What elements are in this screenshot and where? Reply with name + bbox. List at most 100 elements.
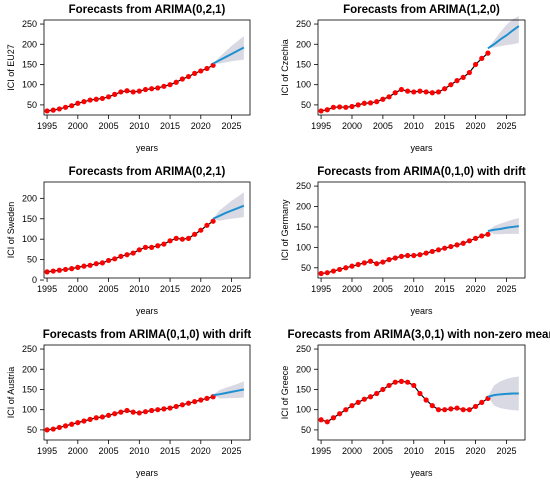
observed-point (179, 236, 185, 242)
observed-point (472, 61, 479, 68)
observed-point (105, 412, 112, 418)
observed-point (442, 245, 448, 251)
observed-point (466, 238, 472, 244)
forecast-mean-line (487, 25, 520, 50)
y-tick-label: 200 (296, 364, 311, 374)
observed-point (374, 261, 380, 267)
observed-point (435, 247, 442, 253)
observed-point (318, 417, 324, 423)
observed-point (142, 409, 149, 415)
x-tick-label: 2020 (466, 446, 486, 456)
x-tick-label: 2015 (435, 284, 455, 294)
y-tick-label: 150 (296, 59, 311, 69)
panel-title: Forecasts from ARIMA(0,2,1) (69, 166, 226, 178)
observed-point (149, 407, 155, 414)
y-tick-label: 200 (22, 364, 37, 374)
observed-point (44, 269, 50, 275)
observed-point (454, 78, 460, 84)
observed-series-line (320, 380, 489, 423)
observed-point (404, 252, 411, 259)
panel-title: Forecasts from ARIMA(0,1,0) with drift (317, 166, 526, 178)
observed-point (460, 74, 466, 81)
observed-point (423, 397, 429, 403)
y-tick-label: 50 (27, 255, 37, 265)
observed-point (485, 231, 491, 237)
y-axis-label: ICI of Germany (280, 199, 290, 261)
observed-point (435, 407, 442, 413)
plot-frame (317, 19, 526, 116)
observed-point (62, 266, 69, 273)
observed-point (155, 243, 161, 249)
x-tick-label: 2000 (342, 446, 362, 456)
observed-point (349, 103, 355, 110)
x-tick-label: 2025 (222, 121, 242, 131)
observed-point (330, 104, 337, 110)
x-tick-label: 2020 (466, 121, 486, 131)
observed-point (485, 50, 491, 56)
observed-point (105, 257, 112, 264)
observed-point (355, 102, 361, 108)
panel-title: Forecasts from ARIMA(0,1,0) with drift (43, 329, 252, 341)
x-tick-label: 1995 (37, 446, 57, 456)
observed-point (435, 89, 442, 95)
observed-point (198, 397, 204, 403)
y-tick-label: 100 (22, 80, 37, 90)
observed-point (118, 89, 124, 95)
x-tick-label: 1995 (37, 284, 57, 294)
observed-point (112, 91, 118, 97)
observed-point (50, 426, 56, 432)
observed-point (192, 70, 198, 76)
observed-point (429, 248, 435, 255)
observed-point (75, 420, 81, 426)
y-tick-label: 250 (22, 19, 37, 29)
observed-point (442, 86, 448, 92)
y-tick-label: 150 (22, 59, 37, 69)
observed-point (99, 260, 106, 266)
observed-point (118, 253, 124, 259)
y-tick-label: 250 (296, 181, 311, 191)
panel-6: Forecasts from ARIMA(3,0,1) with non-zer… (280, 329, 550, 478)
y-tick-label: 250 (22, 344, 37, 354)
panel-5: Forecasts from ARIMA(0,1,0) with drift 19… (6, 329, 251, 478)
y-tick-label: 200 (22, 39, 37, 49)
observed-point (466, 407, 472, 413)
forecast-mean-line (212, 204, 245, 220)
x-tick-label: 2020 (191, 446, 211, 456)
observed-point (417, 390, 423, 397)
x-axis-label: years (410, 143, 433, 153)
observed-point (130, 250, 136, 256)
observed-point (173, 403, 179, 410)
plot-frame (317, 344, 526, 441)
x-tick-label: 2015 (160, 446, 180, 456)
observed-point (374, 390, 380, 397)
observed-point (142, 244, 149, 250)
observed-point (361, 396, 367, 402)
observed-point (448, 406, 454, 412)
panel-4: Forecasts from ARIMA(0,1,0) with drift 19… (280, 166, 526, 316)
observed-point (448, 243, 454, 250)
observed-point (349, 263, 355, 269)
observed-point (324, 419, 330, 425)
observed-point (330, 268, 337, 274)
x-tick-label: 2025 (496, 284, 516, 294)
observed-point (198, 227, 204, 233)
observed-point (343, 104, 349, 110)
panel-title: Forecasts from ARIMA(1,2,0) (343, 4, 500, 16)
forecast-interval-band (487, 15, 519, 49)
x-tick-label: 2020 (191, 121, 211, 131)
observed-point (404, 88, 411, 94)
plot-frame (43, 181, 251, 279)
y-tick-label: 150 (296, 384, 311, 394)
observed-point (99, 95, 106, 102)
observed-point (204, 65, 210, 72)
observed-point (161, 83, 167, 89)
observed-point (404, 379, 411, 385)
y-tick-label: 150 (22, 214, 37, 224)
observed-point (448, 82, 454, 88)
observed-point (411, 89, 417, 95)
observed-point (50, 107, 56, 113)
observed-point (75, 264, 81, 270)
observed-point (392, 255, 398, 261)
observed-point (367, 100, 374, 106)
